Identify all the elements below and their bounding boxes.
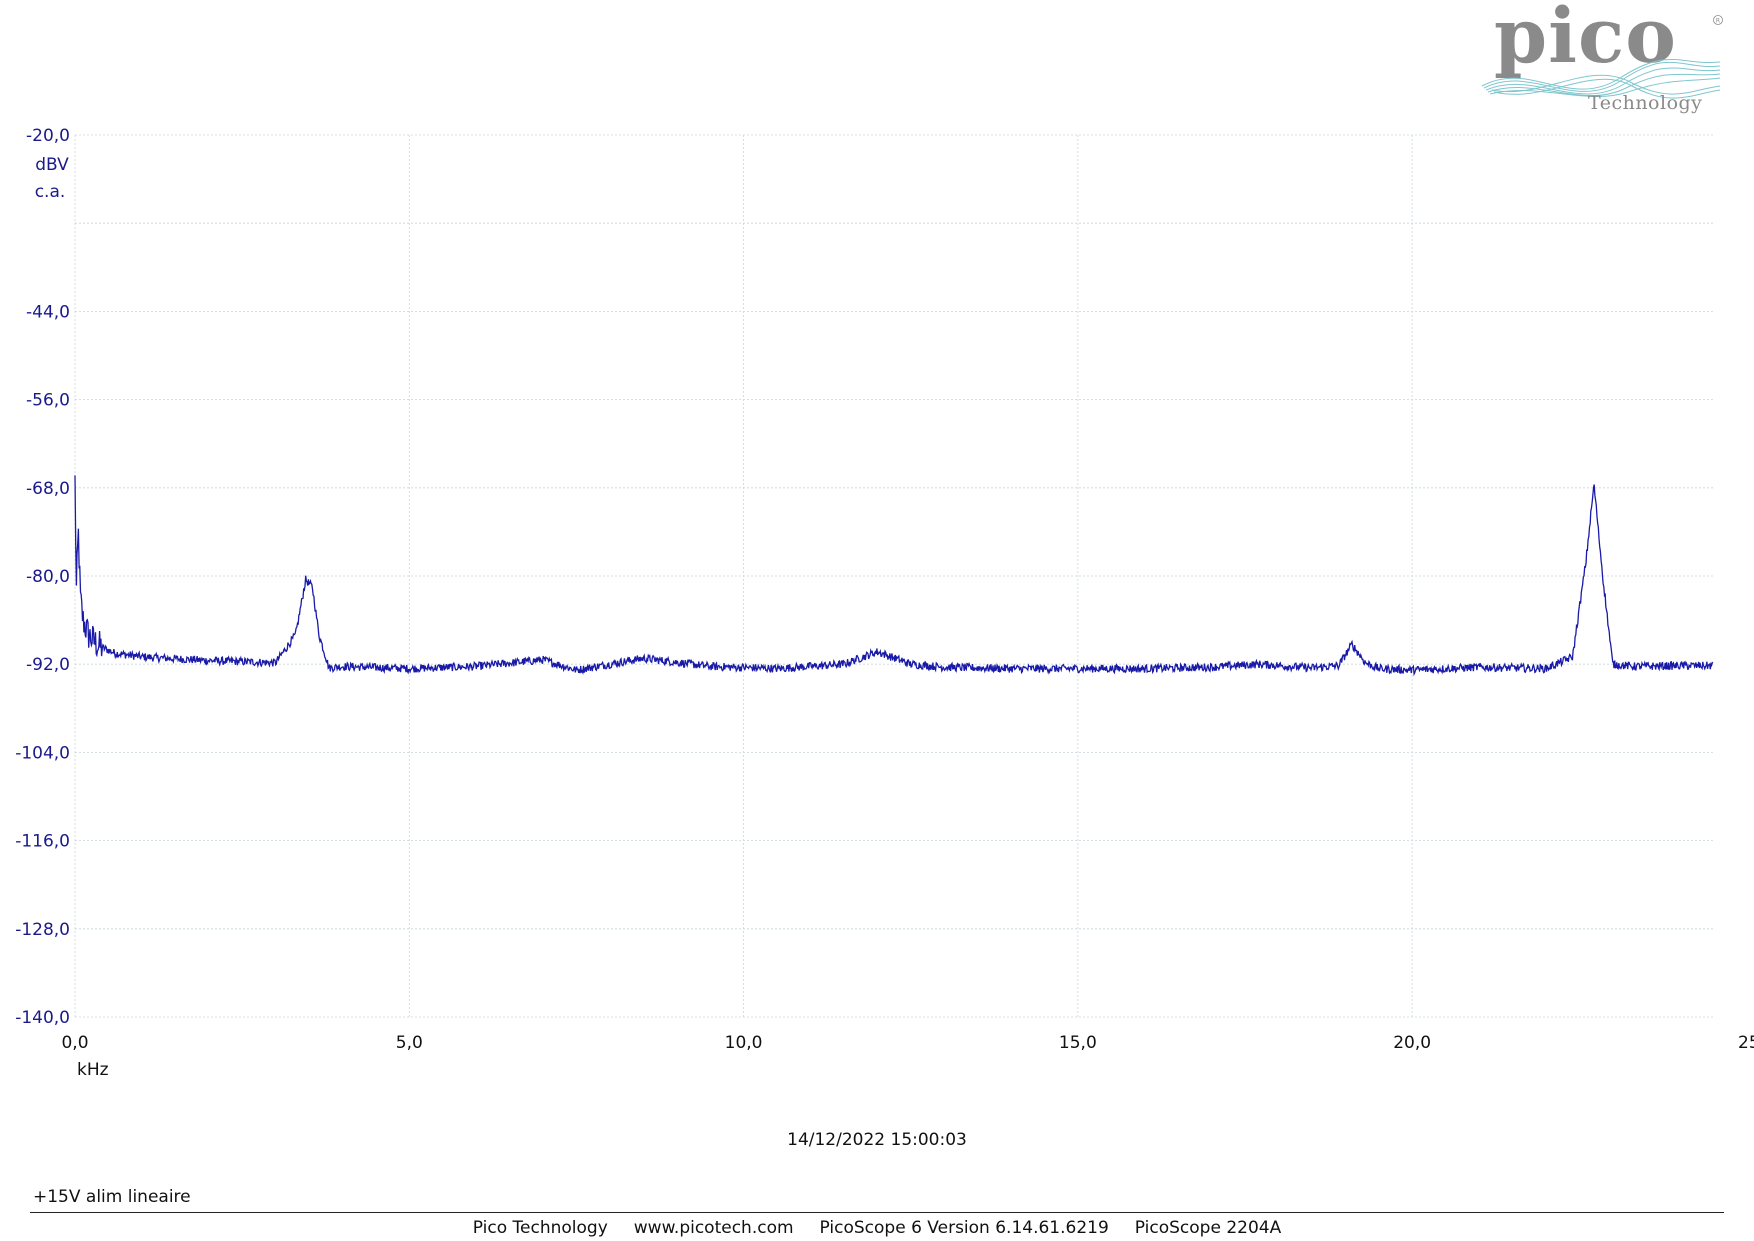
- y-tick-label: -128,0: [15, 920, 70, 940]
- y-tick-label: -20,0: [26, 126, 70, 146]
- y-tick-label: -68,0: [26, 479, 70, 499]
- y-tick-label: -44,0: [26, 302, 70, 322]
- trace-caption: +15V alim lineaire: [33, 1187, 191, 1207]
- x-axis-unit: kHz: [77, 1060, 109, 1080]
- chart-grid: [74, 134, 1713, 1018]
- x-tick-label: 25: [1738, 1033, 1754, 1053]
- pico-logo-mark: pico R Technology: [1481, 0, 1723, 114]
- y-tick-label: -140,0: [15, 1008, 70, 1028]
- x-tick-label: 20,0: [1393, 1033, 1431, 1053]
- svg-text:R: R: [1716, 18, 1720, 25]
- x-tick-label: 10,0: [725, 1033, 763, 1053]
- footer-software: PicoScope 6 Version 6.14.61.6219: [819, 1218, 1109, 1238]
- y-tick-label: -56,0: [26, 391, 70, 411]
- y-axis-ticks: -20,0 -44,0 -56,0 -68,0 -80,0 -92,0 -104,0 -116…: [15, 126, 70, 1028]
- capture-timestamp: 14/12/2022 15:00:03: [787, 1130, 967, 1150]
- spectrum-trace: [74, 475, 1714, 677]
- y-axis-coupling: c.a.: [35, 182, 66, 202]
- pico-technology-logo: pico R Technology: [1470, 0, 1730, 118]
- x-tick-label: 5,0: [396, 1033, 423, 1053]
- footer-divider: [30, 1212, 1724, 1213]
- y-tick-label: -104,0: [15, 743, 70, 763]
- footer-company: Pico Technology: [472, 1218, 608, 1238]
- x-axis-ticks: 0,0 5,0 10,0 15,0 20,0 25: [61, 1033, 1754, 1053]
- y-tick-label: -92,0: [26, 655, 70, 675]
- y-axis-unit: dBV: [35, 155, 69, 175]
- footer: Pico Technology www.picotech.com PicoScope…: [0, 1218, 1754, 1238]
- logo-sub-text: Technology: [1588, 92, 1702, 114]
- y-tick-label: -80,0: [26, 567, 70, 587]
- footer-device: PicoScope 2204A: [1134, 1218, 1282, 1238]
- y-tick-label: -116,0: [15, 832, 70, 852]
- logo-wave-icon: [1481, 59, 1721, 99]
- footer-url[interactable]: www.picotech.com: [633, 1218, 794, 1238]
- x-tick-label: 15,0: [1059, 1033, 1097, 1053]
- logo-registered-icon: R: [1713, 15, 1723, 25]
- x-tick-label: 0,0: [61, 1033, 88, 1053]
- logo-brand-text: pico: [1494, 0, 1677, 80]
